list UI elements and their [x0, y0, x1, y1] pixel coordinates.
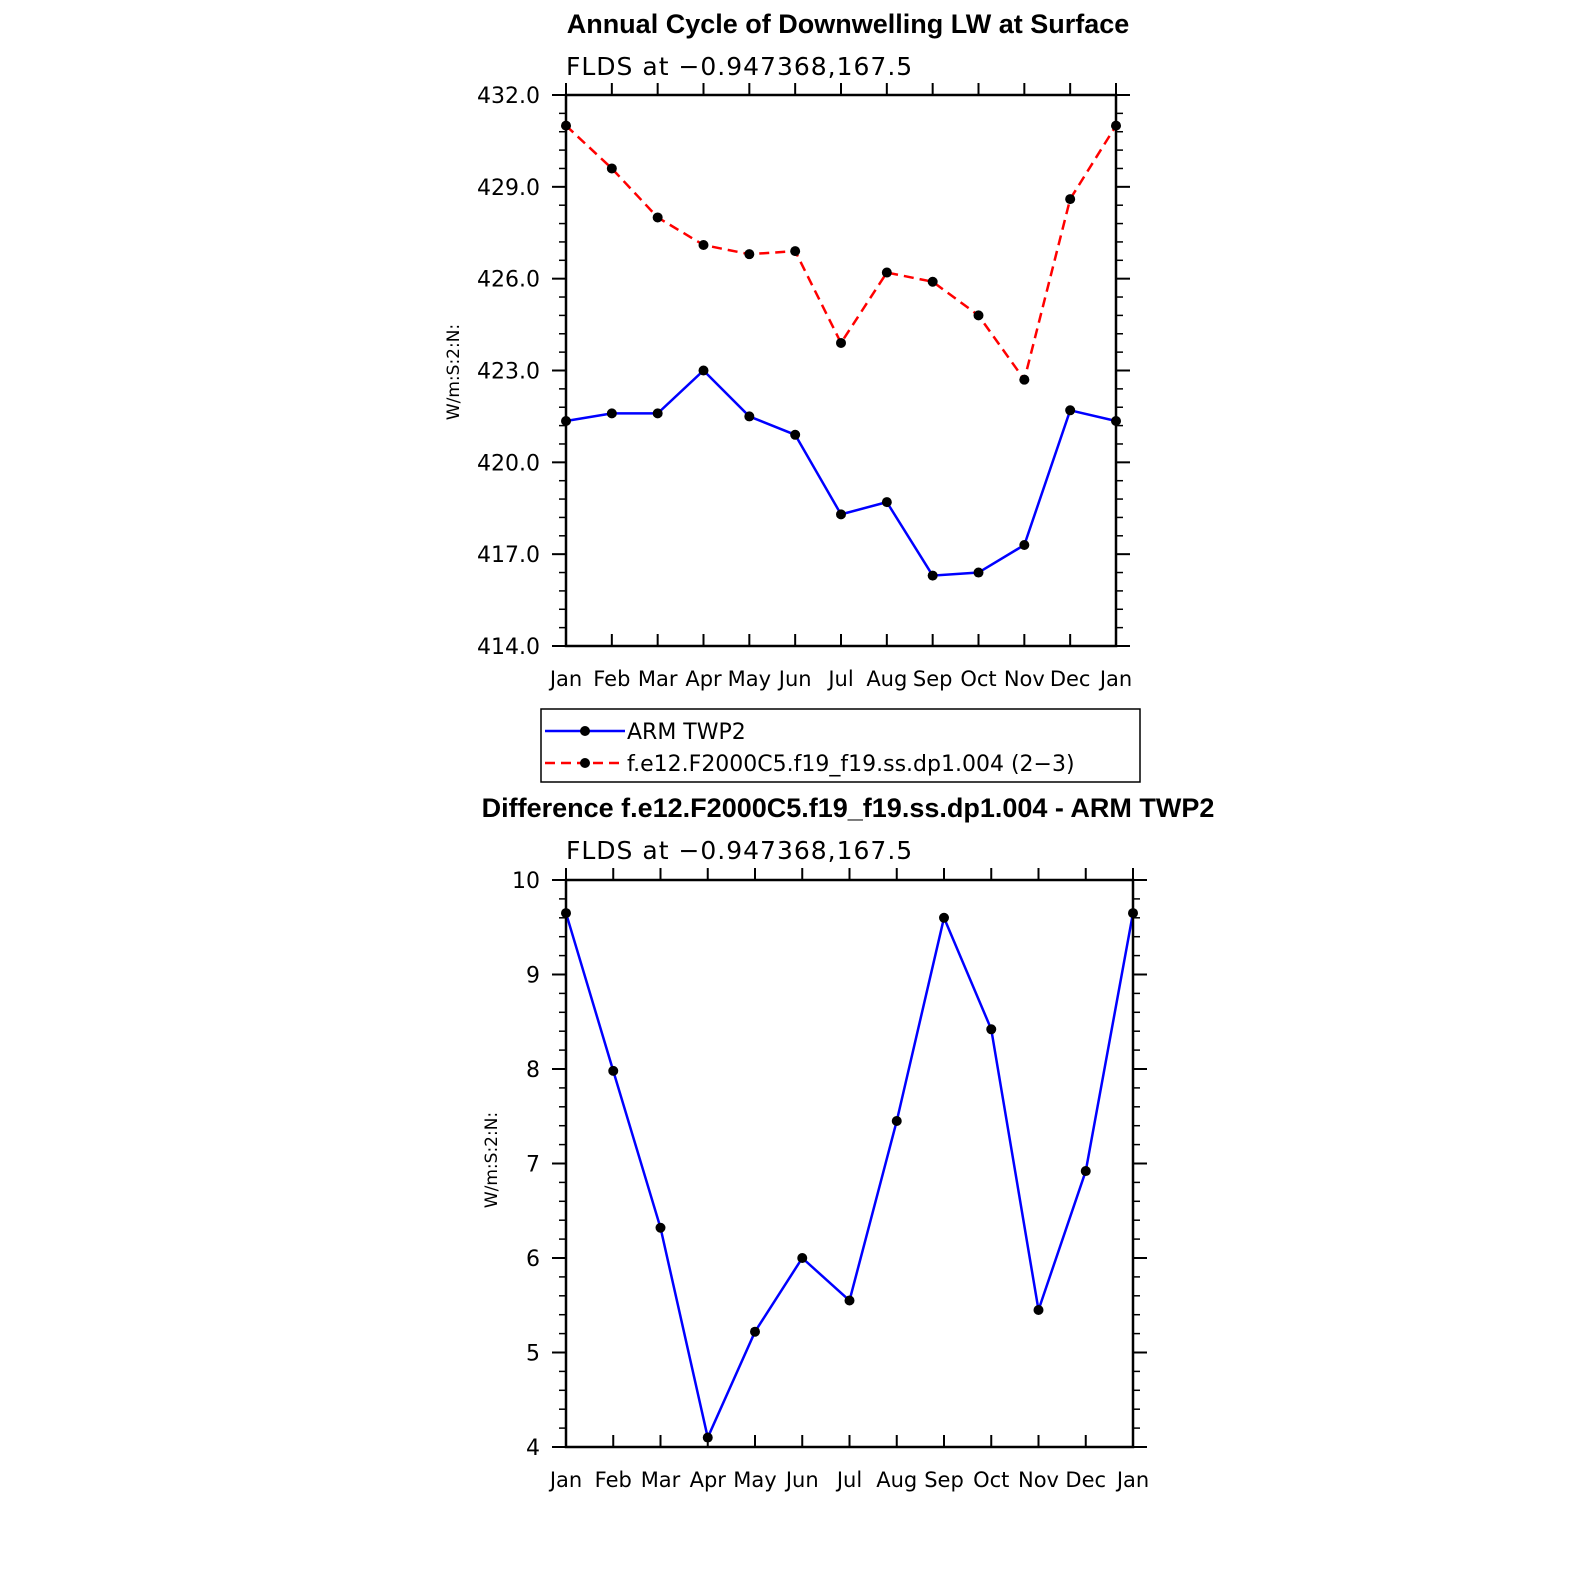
data-point: [698, 239, 709, 250]
chart2-series: [561, 908, 1138, 1443]
x-tick-label: Sep: [913, 667, 953, 691]
chart1-title: Annual Cycle of Downwelling LW at Surfac…: [567, 9, 1130, 39]
data-point: [1033, 1304, 1044, 1315]
chart1-plot-frame: [564, 93, 1118, 648]
x-tick-label: Jan: [1115, 1468, 1149, 1492]
data-point: [927, 276, 938, 287]
chart2-plot-frame: [564, 878, 1135, 1449]
x-tick-label: Dec: [1065, 1468, 1106, 1492]
chart1-series: [561, 120, 1121, 581]
x-tick-label: May: [728, 667, 771, 691]
y-tick-label: 8: [526, 1058, 540, 1083]
annual-cycle-chart: Annual Cycle of Downwelling LW at Surfac…: [444, 9, 1132, 691]
chart2-ticks: Jan Feb Mar Apr May Jun Jul Aug Sep Oct Nov Dec Jan 4…: [512, 868, 1149, 1492]
data-point: [844, 1295, 855, 1306]
legend-marker-model: [580, 758, 590, 768]
data-point: [1065, 405, 1076, 416]
x-tick-label: Oct: [973, 1468, 1009, 1492]
difference-chart: Difference f.e12.F2000C5.f19_f19.ss.dp1.…: [482, 793, 1215, 1492]
x-tick-label: Oct: [960, 667, 996, 691]
data-point: [652, 212, 663, 223]
chart2-y-axis-label: W/m:S:2:N:: [482, 1112, 502, 1208]
data-point: [750, 1326, 760, 1337]
data-point: [797, 1253, 808, 1263]
data-point: [744, 411, 755, 422]
legend-marker-arm-twp2: [580, 726, 590, 736]
x-tick-label: Jun: [784, 1468, 819, 1492]
chart1-legend: ARM TWP2 f.e12.F2000C5.f19_f19.ss.dp1.00…: [540, 708, 1141, 783]
data-point: [1019, 374, 1030, 385]
y-tick-label: 4: [526, 1436, 540, 1461]
data-point: [1080, 1166, 1091, 1177]
data-point: [606, 408, 617, 419]
series-line-0: [565, 368, 1117, 577]
y-tick-label: 420.0: [477, 451, 540, 476]
data-point: [1065, 194, 1076, 205]
x-tick-label: Nov: [1004, 667, 1045, 691]
data-point: [655, 1222, 666, 1233]
x-tick-label: Jan: [548, 667, 582, 691]
x-tick-label: Mar: [638, 667, 678, 691]
data-point: [652, 408, 663, 419]
x-tick-label: May: [733, 1468, 776, 1492]
chart1-ticks: Jan Feb Mar Apr May Jun Jul Aug Sep Oct Nov Dec Jan 4…: [477, 83, 1132, 691]
x-tick-label: Aug: [876, 1468, 917, 1492]
data-point: [891, 1115, 902, 1126]
data-point: [973, 310, 984, 321]
data-point: [790, 246, 801, 257]
data-point: [698, 365, 709, 376]
data-point: [1019, 539, 1030, 550]
x-tick-label: Mar: [641, 1468, 681, 1492]
chart2-title: Difference f.e12.F2000C5.f19_f19.ss.dp1.…: [482, 793, 1215, 823]
y-tick-label: 423.0: [477, 360, 540, 385]
legend-entry-arm-twp2: ARM TWP2: [545, 720, 746, 745]
series-line-0: [564, 912, 1135, 1442]
data-point: [790, 429, 801, 440]
data-point: [939, 912, 949, 923]
y-tick-label: 10: [512, 869, 540, 894]
chart2-subtitle: FLDS at −0.947368,167.5: [566, 836, 913, 865]
data-point: [881, 267, 892, 278]
data-point: [608, 1065, 619, 1076]
x-tick-label: Jul: [835, 1468, 862, 1492]
data-point: [836, 337, 846, 348]
y-tick-label: 429.0: [477, 176, 540, 201]
data-point: [881, 497, 892, 508]
x-tick-label: Nov: [1018, 1468, 1059, 1492]
y-tick-label: 9: [526, 964, 540, 989]
chart1-y-axis-label: W/m:S:2:N:: [444, 324, 464, 420]
data-point: [986, 1024, 997, 1035]
y-tick-label: 5: [526, 1342, 540, 1367]
y-tick-label: 414.0: [477, 635, 540, 660]
data-point: [744, 249, 755, 260]
x-tick-label: Jan: [548, 1468, 582, 1492]
x-tick-label: Sep: [924, 1468, 964, 1492]
chart1-subtitle: FLDS at −0.947368,167.5: [566, 52, 913, 81]
data-point: [927, 570, 938, 581]
data-point: [702, 1432, 713, 1443]
y-tick-label: 7: [526, 1153, 540, 1178]
legend-label-model: f.e12.F2000C5.f19_f19.ss.dp1.004 (2−3): [627, 752, 1075, 777]
x-tick-label: Feb: [593, 667, 630, 691]
y-tick-label: 432.0: [477, 84, 540, 109]
x-tick-label: Feb: [595, 1468, 632, 1492]
x-tick-label: Apr: [690, 1468, 727, 1492]
data-point: [606, 163, 617, 174]
x-tick-label: Apr: [685, 667, 722, 691]
data-point: [973, 567, 984, 578]
x-tick-label: Jun: [777, 667, 812, 691]
x-tick-label: Dec: [1050, 667, 1091, 691]
legend-entry-model: f.e12.F2000C5.f19_f19.ss.dp1.004 (2−3): [545, 752, 1075, 777]
legend-label-arm-twp2: ARM TWP2: [627, 720, 746, 745]
x-tick-label: Jan: [1098, 667, 1132, 691]
legend-box: [540, 708, 1141, 783]
y-tick-label: 6: [526, 1247, 540, 1272]
x-tick-label: Aug: [866, 667, 907, 691]
y-tick-label: 417.0: [477, 543, 540, 568]
x-tick-label: Jul: [826, 667, 853, 691]
data-point: [836, 509, 846, 520]
y-tick-label: 426.0: [477, 268, 540, 293]
